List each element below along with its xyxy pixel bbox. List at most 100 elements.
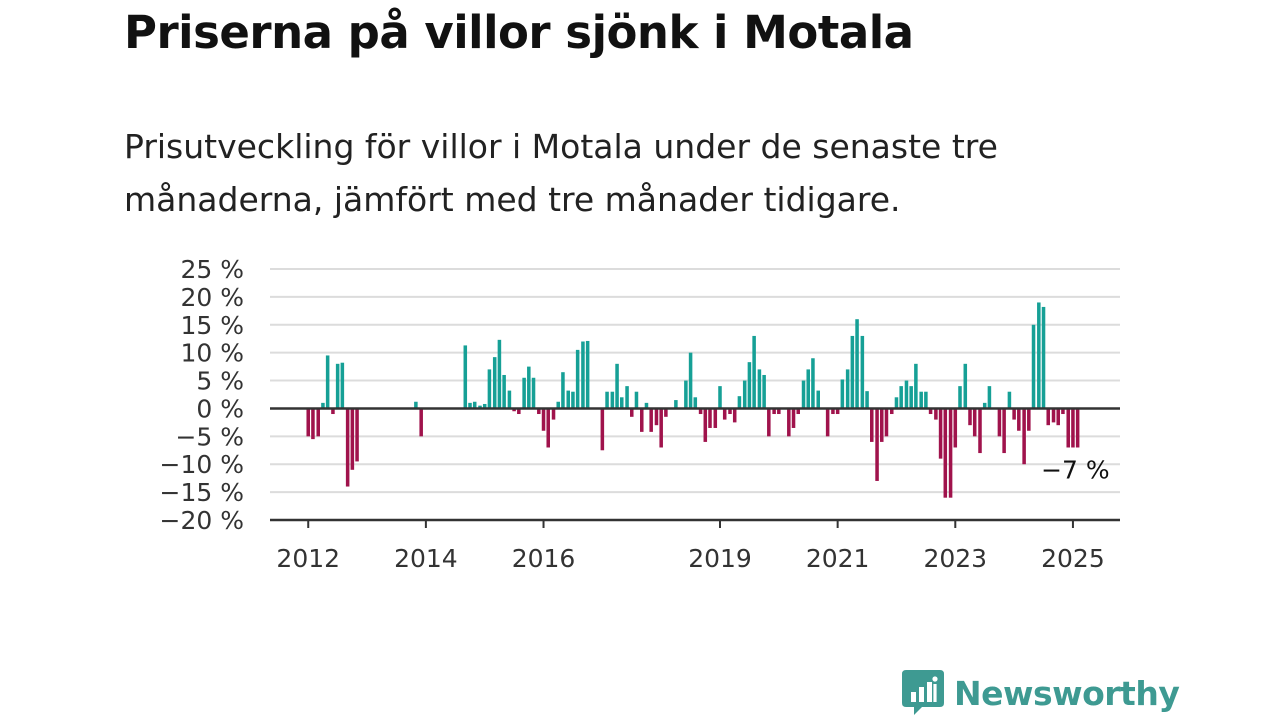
- newsworthy-logo-icon: [902, 670, 944, 715]
- bar: [968, 408, 972, 426]
- bar: [556, 401, 560, 409]
- bar: [703, 408, 708, 442]
- bar: [537, 408, 541, 415]
- bar: [659, 408, 663, 448]
- bar: [1031, 324, 1036, 409]
- bar: [517, 408, 521, 415]
- bar: [546, 408, 550, 448]
- bar: [522, 377, 526, 409]
- bar: [948, 408, 953, 498]
- x-tick-label: 2016: [512, 544, 576, 573]
- bar: [722, 408, 727, 420]
- bar: [943, 408, 948, 498]
- bar: [693, 397, 698, 409]
- bar: [571, 391, 575, 409]
- bar: [316, 408, 320, 437]
- y-tick-label: 10 %: [180, 339, 244, 368]
- bar: [472, 401, 477, 409]
- y-tick-label: −5 %: [175, 422, 244, 451]
- bar: [708, 408, 712, 428]
- bar: [585, 340, 590, 409]
- bar: [502, 374, 506, 409]
- bar: [806, 369, 810, 409]
- bar: [684, 380, 688, 409]
- bar: [331, 408, 335, 415]
- bar: [620, 397, 624, 409]
- bar: [1017, 408, 1021, 431]
- bar: [581, 341, 585, 409]
- x-tick-label: 2023: [923, 544, 987, 573]
- bar: [492, 357, 497, 409]
- bar: [419, 408, 423, 437]
- newsworthy-logo: Newsworthy: [902, 670, 1180, 716]
- bar: [340, 362, 345, 409]
- bar: [625, 386, 629, 409]
- bar: [890, 408, 894, 415]
- last-value-annotation: −7 %: [1041, 455, 1110, 484]
- x-tick-label: 2019: [688, 544, 752, 573]
- bar: [767, 408, 771, 437]
- bar: [551, 408, 556, 420]
- bar: [787, 408, 791, 437]
- bar: [934, 408, 938, 420]
- x-tick-label: 2025: [1041, 544, 1105, 573]
- bar: [899, 386, 903, 409]
- y-tick-label: −10 %: [160, 450, 244, 479]
- bar: [796, 408, 800, 415]
- bar: [325, 355, 330, 409]
- bar: [914, 363, 918, 409]
- bar: [972, 408, 977, 437]
- bar: [664, 408, 668, 417]
- bar: [688, 352, 693, 409]
- bar: [1056, 408, 1060, 426]
- bar: [463, 345, 468, 409]
- bar: [850, 335, 855, 409]
- y-tick-label: 20 %: [180, 283, 244, 312]
- bar: [845, 369, 850, 409]
- bar: [772, 408, 776, 415]
- bar: [306, 408, 310, 437]
- bar: [507, 390, 512, 409]
- logo-text: Newsworthy: [954, 673, 1180, 713]
- bar: [757, 369, 762, 409]
- bar: [884, 408, 889, 437]
- bar: [870, 408, 874, 442]
- y-tick-label: 5 %: [196, 367, 244, 396]
- bar: [953, 408, 958, 448]
- bar: [1046, 408, 1050, 426]
- bar: [1066, 408, 1070, 448]
- bar: [478, 405, 482, 409]
- bar: [928, 408, 933, 415]
- bar: [801, 380, 806, 409]
- bar: [958, 386, 962, 409]
- bar: [963, 363, 968, 409]
- bar: [737, 396, 742, 409]
- bar: [938, 408, 943, 459]
- bar: [640, 408, 644, 432]
- bar: [865, 391, 869, 409]
- bar: [630, 408, 634, 417]
- bar: [825, 408, 830, 437]
- bar: [840, 379, 845, 409]
- bar: [791, 408, 796, 428]
- bar: [835, 408, 840, 415]
- bar: [1022, 408, 1026, 465]
- bar: [811, 358, 815, 409]
- bar: [482, 403, 487, 409]
- bar: [1071, 408, 1075, 448]
- bar: [732, 408, 737, 423]
- bar: [600, 408, 605, 451]
- bar: [894, 397, 899, 409]
- bar: [541, 408, 546, 431]
- tick-labels: 25 %20 %15 %10 %5 %0 %−5 %−10 %−15 %−20 …: [160, 255, 1110, 573]
- bar: [321, 402, 325, 409]
- bar: [728, 408, 732, 415]
- bar: [1007, 391, 1012, 409]
- chart-title: Priserna på villor sjönk i Motala: [124, 6, 914, 59]
- bar: [698, 408, 703, 415]
- bar: [605, 391, 609, 409]
- y-tick-label: 25 %: [180, 255, 244, 284]
- y-tick-label: −20 %: [160, 506, 244, 535]
- bar: [1051, 408, 1056, 423]
- y-tick-label: −15 %: [160, 478, 244, 507]
